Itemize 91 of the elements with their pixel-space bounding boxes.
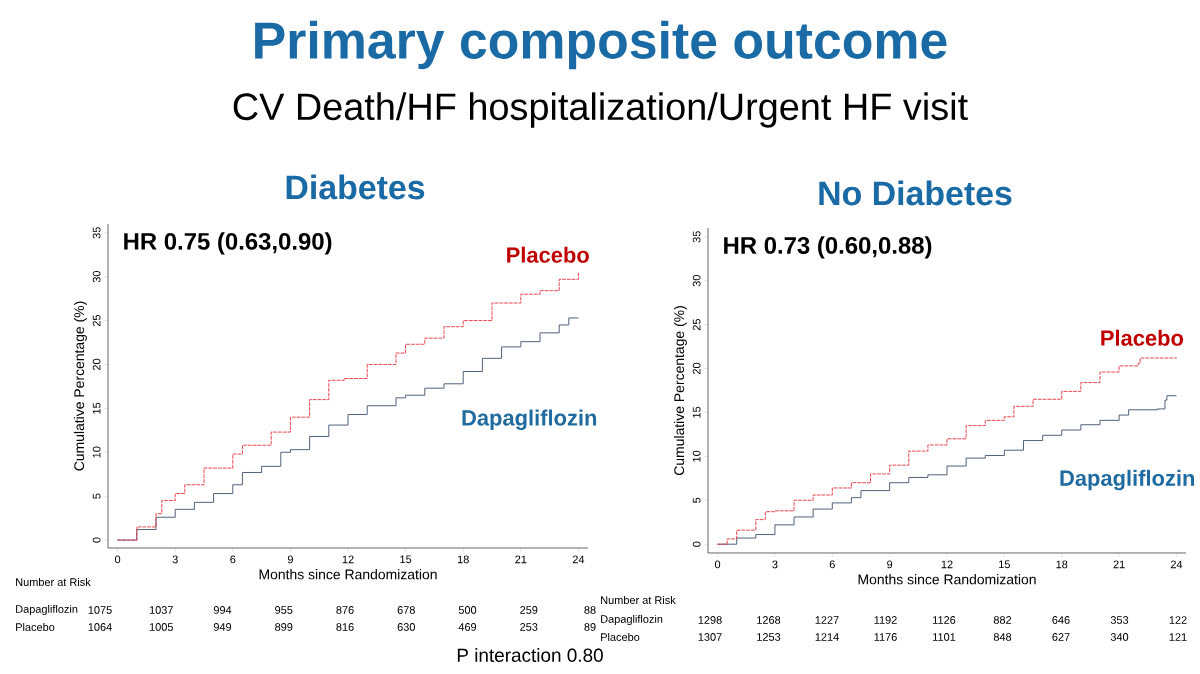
y-tick-label: 30: [692, 275, 701, 287]
text: 1037: [149, 606, 173, 614]
x-tick-label: 6: [230, 555, 236, 564]
y-tick-label: 5: [692, 497, 701, 503]
text: 1126: [933, 616, 956, 624]
y-tick-label: 15: [92, 402, 101, 414]
text: 1298: [698, 616, 722, 624]
y-tick-label: 0: [692, 541, 701, 547]
y-tick-label: 35: [692, 231, 701, 243]
text: 1176: [874, 633, 897, 641]
x-tick-label: 3: [172, 555, 178, 564]
text: Placebo: [16, 622, 55, 632]
x-tick-label: 21: [1113, 560, 1125, 569]
text: Number at Risk: [601, 595, 676, 605]
text: 500: [458, 606, 477, 614]
x-tick-label: 15: [999, 560, 1010, 569]
x-tick-label: 3: [772, 560, 778, 569]
y-tick-label: 35: [92, 227, 101, 239]
y-axis-title: Cumulative Percentage (%): [673, 306, 687, 476]
text: 121: [1169, 633, 1187, 641]
text: 994: [213, 606, 232, 614]
y-tick-label: 25: [92, 314, 101, 327]
y-tick-label: 30: [92, 271, 101, 283]
text: 1253: [757, 633, 781, 641]
text: Dapagliflozin: [601, 614, 663, 626]
text: 1268: [757, 616, 781, 624]
text: Dapagliflozin: [16, 604, 78, 616]
series-label: Dapagliflozin: [1060, 469, 1195, 491]
text: 899: [275, 623, 293, 631]
y-axis-title: Cumulative Percentage (%): [73, 301, 87, 471]
text: Placebo: [601, 632, 640, 642]
x-tick-label: 18: [457, 555, 469, 564]
text: Number at Risk: [16, 577, 91, 587]
x-tick-label: 24: [572, 555, 585, 564]
y-tick-label: 25: [692, 318, 701, 331]
x-tick-label: 9: [887, 560, 893, 569]
text: 259: [520, 606, 538, 614]
text: 949: [213, 623, 232, 631]
text: 1214: [815, 633, 839, 641]
text: CV Death/HF hospitalization/Urgent HF visit: [233, 92, 968, 128]
series-label: Dapagliflozin: [462, 409, 597, 431]
y-tick-label: 0: [92, 537, 101, 543]
series-label: Placebo: [1101, 329, 1184, 346]
y-tick-label: 5: [92, 493, 101, 499]
text: 340: [1110, 633, 1129, 641]
text: 1075: [88, 606, 112, 614]
text: 1101: [933, 633, 956, 641]
x-tick-label: 18: [1056, 560, 1068, 569]
text: 122: [1169, 616, 1187, 624]
text: 469: [458, 623, 477, 631]
annotation: HR 0.73 (0.60,0.88): [724, 236, 932, 259]
text: 630: [397, 623, 415, 631]
y-tick-label: 20: [92, 358, 101, 371]
text: 955: [275, 606, 293, 614]
x-tick-label: 0: [114, 555, 121, 564]
text: 816: [336, 623, 354, 631]
chart-title: Diabetes: [286, 174, 425, 200]
y-tick-label: 10: [692, 450, 701, 462]
text: 88: [584, 606, 596, 614]
y-tick-label: 10: [92, 446, 101, 458]
text: 1064: [88, 623, 112, 631]
series-label: Placebo: [507, 246, 589, 263]
x-tick-label: 15: [400, 555, 412, 564]
text: 882: [993, 616, 1012, 624]
x-tick-label: 6: [829, 560, 835, 569]
text: 876: [336, 606, 354, 614]
text: 848: [993, 633, 1012, 641]
text: 1227: [815, 616, 839, 624]
text: 253: [520, 623, 538, 631]
x-tick-label: 21: [515, 555, 527, 564]
x-tick-label: 12: [941, 560, 953, 569]
annotation: HR 0.75 (0.63,0.90): [124, 232, 332, 255]
y-tick-label: 15: [692, 406, 701, 418]
text: 646: [1052, 616, 1070, 624]
text: 353: [1110, 616, 1129, 624]
x-tick-label: 0: [714, 560, 721, 569]
text: 678: [397, 606, 415, 614]
x-axis-title: Months since Randomization: [858, 574, 1036, 585]
text: 1192: [874, 616, 897, 624]
x-tick-label: 24: [1170, 560, 1183, 569]
x-tick-label: 9: [287, 555, 293, 564]
x-axis-title: Months since Randomization: [259, 569, 437, 580]
chart-title: No Diabetes: [819, 180, 1012, 206]
y-tick-label: 20: [692, 362, 701, 375]
text: Primary composite outcome: [255, 20, 947, 70]
text: 1307: [698, 633, 722, 641]
text: 1005: [149, 623, 173, 631]
text: 627: [1052, 633, 1070, 641]
x-tick-label: 12: [342, 555, 354, 564]
text: 89: [584, 623, 596, 631]
text: P interaction 0.80: [457, 648, 603, 662]
